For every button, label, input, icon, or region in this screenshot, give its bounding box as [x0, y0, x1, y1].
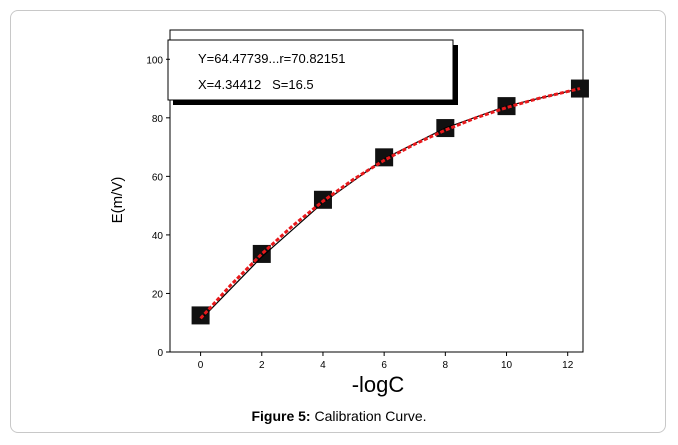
connect-line	[200, 87, 581, 321]
x-tick-label: 2	[259, 360, 265, 371]
x-tick-label: 8	[443, 360, 449, 371]
annotation-line: X=4.34412 S=16.5	[198, 77, 314, 92]
annotation-box	[167, 39, 454, 101]
figure-frame	[10, 10, 666, 433]
x-tick-label: 4	[320, 360, 326, 371]
x-tick-label: 6	[381, 360, 387, 371]
annotation-line: Y=64.47739...r=70.82151	[198, 51, 345, 66]
plot-frame	[169, 29, 584, 353]
caption: Figure 5: Calibration Curve.	[251, 408, 426, 424]
x-axis-label: -logC	[352, 372, 405, 397]
y-tick-label: 60	[152, 172, 164, 183]
y-tick-label: 20	[152, 289, 164, 300]
y-axis-label: E(m/V)	[109, 177, 126, 224]
fit-curve	[199, 87, 581, 320]
x-tick-label: 12	[562, 360, 574, 371]
x-tick-label: 0	[198, 360, 204, 371]
y-tick-label: 80	[152, 114, 164, 125]
caption-label: Figure 5:	[251, 408, 310, 424]
caption-text: Calibration Curve.	[311, 408, 427, 424]
data-point	[252, 244, 271, 263]
x-tick-label: 10	[501, 360, 513, 371]
data-point	[191, 306, 210, 325]
y-tick-label: 40	[152, 231, 164, 242]
y-tick-label: 0	[157, 348, 163, 359]
y-tick-label: 100	[146, 55, 163, 66]
